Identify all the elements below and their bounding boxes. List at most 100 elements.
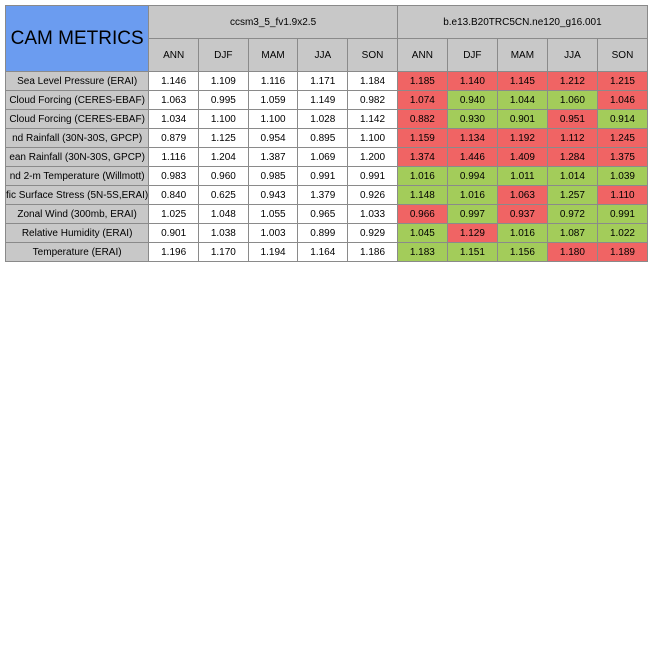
base-value-cell: 1.171 <box>297 71 349 91</box>
season-header-test-jja: JJA <box>546 38 598 72</box>
test-value-cell-bad: 1.110 <box>596 185 648 205</box>
test-value-cell-good: 1.016 <box>446 185 498 205</box>
test-value-cell-bad: 1.375 <box>596 147 648 167</box>
test-value-cell-bad: 1.185 <box>396 71 448 91</box>
base-value-cell: 1.116 <box>148 147 199 167</box>
base-value-cell: 0.901 <box>148 223 199 243</box>
season-header-base-djf: DJF <box>197 38 249 72</box>
test-value-cell-bad: 1.284 <box>546 147 598 167</box>
test-value-cell-bad: 1.046 <box>596 90 648 110</box>
model-header-base: ccsm3_5_fv1.9x2.5 <box>148 5 398 39</box>
base-value-cell: 1.200 <box>347 147 398 167</box>
base-value-cell: 1.142 <box>347 109 398 129</box>
base-value-cell: 1.038 <box>197 223 249 243</box>
table-row: Cloud Forcing (CERES-EBAF) 1.034 1.100 1.10… <box>4 109 648 129</box>
table-row: fic Surface Stress (5N-5S,ERAI) 0.840 0.62… <box>4 185 648 205</box>
test-value-cell-bad: 1.159 <box>396 128 448 148</box>
test-value-cell-bad: 1.112 <box>546 128 598 148</box>
row-label: Zonal Wind (300mb, ERAI) <box>4 204 150 224</box>
base-value-cell: 0.879 <box>148 128 199 148</box>
test-value-cell-good: 1.257 <box>546 185 598 205</box>
test-value-cell-good: 1.060 <box>546 90 598 110</box>
season-header-test-son: SON <box>596 38 648 72</box>
test-value-cell-bad: 1.245 <box>596 128 648 148</box>
test-value-cell-good: 1.183 <box>396 242 448 262</box>
season-header-base-mam: MAM <box>247 38 299 72</box>
table-row: Zonal Wind (300mb, ERAI) 1.025 1.048 1.055 0… <box>4 204 648 224</box>
test-value-cell-good: 1.022 <box>596 223 648 243</box>
base-value-cell: 0.625 <box>197 185 249 205</box>
table-title: CAM METRICS <box>4 5 150 72</box>
table-row: Sea Level Pressure (ERAI) 1.146 1.109 1.116… <box>4 71 648 91</box>
base-value-cell: 0.982 <box>347 90 398 110</box>
base-value-cell: 1.109 <box>197 71 249 91</box>
base-value-cell: 0.983 <box>148 166 199 186</box>
row-label: fic Surface Stress (5N-5S,ERAI) <box>4 185 150 205</box>
base-value-cell: 1.059 <box>247 90 299 110</box>
test-value-cell-bad: 0.951 <box>546 109 598 129</box>
base-value-cell: 1.186 <box>347 242 398 262</box>
metrics-body: Sea Level Pressure (ERAI) 1.146 1.109 1.116… <box>4 71 648 262</box>
base-value-cell: 0.929 <box>347 223 398 243</box>
base-value-cell: 1.387 <box>247 147 299 167</box>
test-value-cell-good: 1.156 <box>496 242 548 262</box>
test-value-cell-good: 0.930 <box>446 109 498 129</box>
test-value-cell-good: 1.087 <box>546 223 598 243</box>
test-value-cell-bad: 1.409 <box>496 147 548 167</box>
row-label: Sea Level Pressure (ERAI) <box>4 71 150 91</box>
base-value-cell: 1.170 <box>197 242 249 262</box>
row-label: Cloud Forcing (CERES-EBAF) <box>4 90 150 110</box>
test-value-cell-bad: 1.215 <box>596 71 648 91</box>
base-value-cell: 0.926 <box>347 185 398 205</box>
test-value-cell-good: 0.940 <box>446 90 498 110</box>
model-header-test: b.e13.B20TRC5CN.ne120_g16.001 <box>396 5 648 39</box>
row-label: Relative Humidity (ERAI) <box>4 223 150 243</box>
row-label: ean Rainfall (30N-30S, GPCP) <box>4 147 150 167</box>
base-value-cell: 0.995 <box>197 90 249 110</box>
test-value-cell-good: 1.044 <box>496 90 548 110</box>
base-value-cell: 1.100 <box>347 128 398 148</box>
test-value-cell-good: 1.148 <box>396 185 448 205</box>
base-value-cell: 0.899 <box>297 223 349 243</box>
test-value-cell-bad: 1.374 <box>396 147 448 167</box>
season-header-base-jja: JJA <box>297 38 349 72</box>
table-row: Temperature (ERAI) 1.196 1.170 1.194 1.164 1.… <box>4 242 648 262</box>
season-header-test-mam: MAM <box>496 38 548 72</box>
test-value-cell-bad: 0.966 <box>396 204 448 224</box>
season-header-base-ann: ANN <box>148 38 199 72</box>
base-value-cell: 1.033 <box>347 204 398 224</box>
model-header-row: CAM METRICS ccsm3_5_fv1.9x2.5 b.e13.B20T… <box>4 5 648 72</box>
test-value-cell-good: 0.972 <box>546 204 598 224</box>
base-value-cell: 1.146 <box>148 71 199 91</box>
base-value-cell: 1.116 <box>247 71 299 91</box>
cam-metrics-table: CAM METRICS ccsm3_5_fv1.9x2.5 b.e13.B20T… <box>4 5 648 262</box>
test-value-cell-good: 1.039 <box>596 166 648 186</box>
base-value-cell: 0.954 <box>247 128 299 148</box>
season-header-test-ann: ANN <box>396 38 448 72</box>
test-value-cell-good: 1.151 <box>446 242 498 262</box>
test-value-cell-bad: 1.129 <box>446 223 498 243</box>
test-value-cell-good: 1.011 <box>496 166 548 186</box>
row-label: Temperature (ERAI) <box>4 242 150 262</box>
table-row: Relative Humidity (ERAI) 0.901 1.038 1.003 0… <box>4 223 648 243</box>
table-row: nd 2-m Temperature (Willmott) 0.983 0.960 0… <box>4 166 648 186</box>
base-value-cell: 1.055 <box>247 204 299 224</box>
base-value-cell: 1.025 <box>148 204 199 224</box>
test-value-cell-bad: 1.145 <box>496 71 548 91</box>
season-header-test-djf: DJF <box>446 38 498 72</box>
base-value-cell: 0.985 <box>247 166 299 186</box>
row-label: nd Rainfall (30N-30S, GPCP) <box>4 128 150 148</box>
row-label: nd 2-m Temperature (Willmott) <box>4 166 150 186</box>
test-value-cell-bad: 1.446 <box>446 147 498 167</box>
base-value-cell: 0.991 <box>347 166 398 186</box>
base-value-cell: 0.943 <box>247 185 299 205</box>
test-value-cell-good: 1.016 <box>396 166 448 186</box>
base-value-cell: 1.164 <box>297 242 349 262</box>
test-value-cell-good: 1.014 <box>546 166 598 186</box>
test-value-cell-bad: 1.140 <box>446 71 498 91</box>
test-value-cell-bad: 1.180 <box>546 242 598 262</box>
base-value-cell: 1.069 <box>297 147 349 167</box>
base-value-cell: 1.034 <box>148 109 199 129</box>
base-value-cell: 0.960 <box>197 166 249 186</box>
base-value-cell: 1.125 <box>197 128 249 148</box>
